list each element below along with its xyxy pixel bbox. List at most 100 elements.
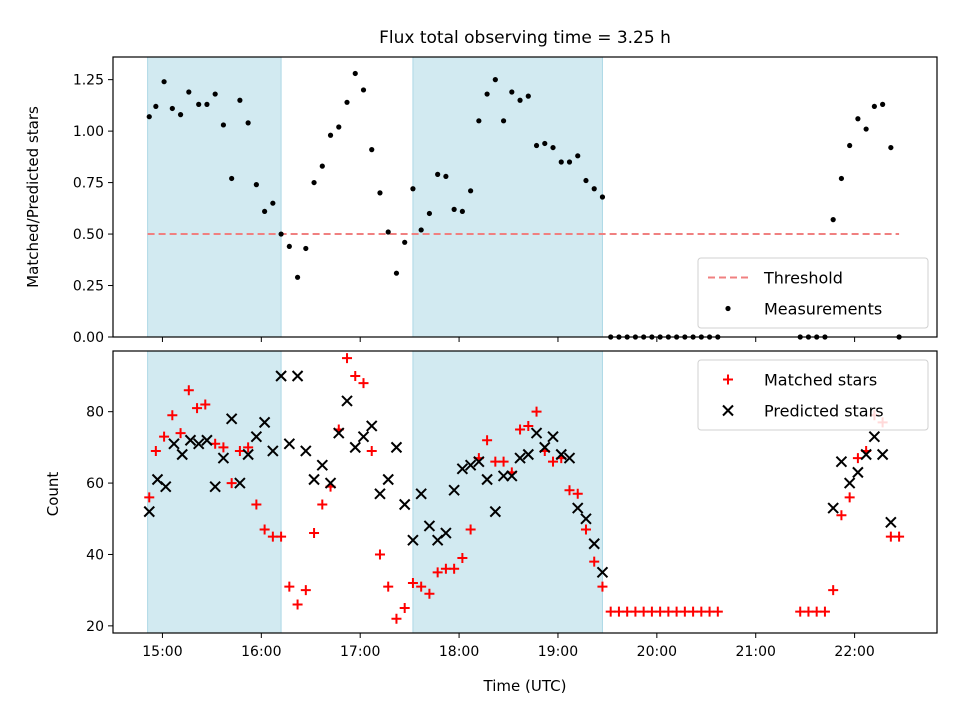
legend-label: Matched stars [764,371,877,390]
data-point [383,581,394,592]
data-point [548,456,559,467]
data-point [167,410,178,421]
data-point [416,581,427,592]
data-point [344,99,350,105]
plot-frame [112,350,938,634]
legend-box [697,257,929,329]
data-point [855,116,861,122]
data-point [251,499,262,510]
data-point [390,441,403,454]
data-point [369,147,375,153]
x-tick-label: 20:00 [637,644,677,660]
data-point [226,478,237,489]
x-tick-label: 16:00 [241,644,281,660]
data-point [276,531,287,542]
data-point [580,524,591,535]
data-point [868,430,881,443]
legend-label: Threshold [763,269,843,288]
data-point [564,485,575,496]
data-point [830,217,836,223]
observing-window-2 [412,350,603,634]
x-tick-label: 15:00 [142,644,182,660]
data-point [876,448,889,461]
data-point [270,200,276,206]
data-point [192,403,203,414]
data-point [201,434,213,446]
data-point [357,430,370,443]
data-point [481,473,493,486]
data-point [423,520,436,532]
data-point [449,563,460,574]
data-point [500,118,507,124]
data-point [497,470,510,482]
data-point [596,566,609,579]
data-point [844,492,855,503]
data-point [572,502,584,514]
data-point [168,438,180,450]
data-point [175,428,186,439]
data-point [572,488,583,499]
data-point [275,370,287,382]
data-point [589,556,600,567]
data-point [374,549,385,560]
data-point [253,182,259,188]
data-point [871,103,877,110]
x-tick-label: 19:00 [538,644,578,660]
data-point [229,175,235,182]
data-point [336,124,342,130]
data-point [267,445,279,457]
data-point [308,473,320,486]
data-point [828,585,839,596]
data-point [407,578,418,589]
data-point [225,413,238,425]
data-point [161,79,167,85]
data-point [432,567,443,578]
legend: Matched stars Predicted stars [697,359,929,431]
data-point [159,431,170,442]
data-point [349,441,361,454]
x-tick-label: 21:00 [736,644,776,660]
data-point [835,455,848,468]
y-tick-label: 1.00 [73,124,104,140]
data-point [597,581,608,592]
data-point [498,456,509,467]
data-point [259,524,270,535]
data-point [880,101,886,107]
data-point [473,455,485,468]
data-point [539,441,551,454]
data-point [300,445,312,457]
data-point [583,177,589,184]
data-point [426,210,433,217]
data-point [196,101,202,107]
legend-swatch [723,374,733,385]
data-point [547,430,559,443]
data-point [863,126,869,132]
data-point [237,97,243,103]
data-point [525,93,531,99]
data-point [350,370,361,381]
data-point [599,194,606,200]
data-point [317,499,328,510]
data-point [712,606,723,617]
data-point [183,385,194,396]
data-point [358,378,369,389]
data-point [366,420,378,432]
data-point [217,452,230,464]
data-point [838,175,845,182]
data-point [563,452,576,464]
data-point [291,370,304,382]
data-point [506,470,518,482]
data-point [177,112,184,118]
data-point [482,435,493,446]
data-point [514,452,526,464]
data-point [204,101,210,107]
y-tick-label: 0.75 [73,176,104,192]
data-point [300,585,311,596]
data-point [415,488,427,500]
data-point [435,171,441,177]
data-point [451,206,457,212]
y-tick-label: 0.00 [73,330,104,346]
data-point [533,142,540,149]
data-point [509,89,515,95]
